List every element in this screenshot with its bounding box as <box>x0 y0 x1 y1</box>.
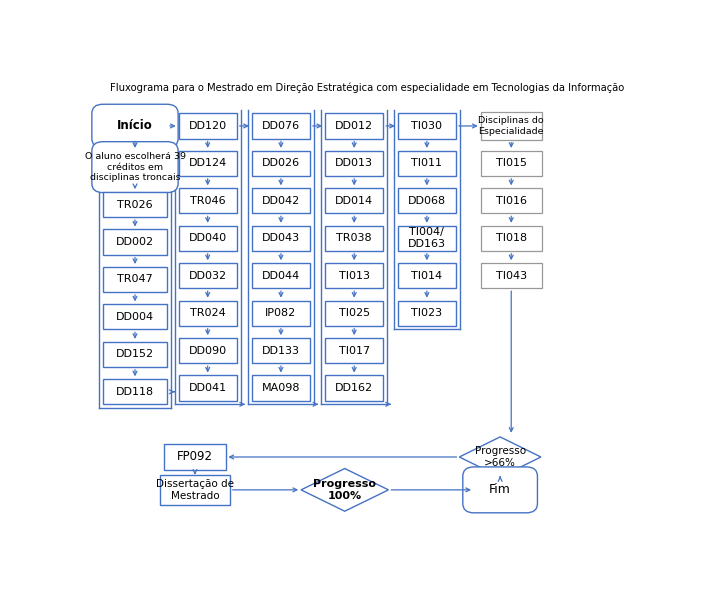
FancyBboxPatch shape <box>165 444 226 470</box>
FancyBboxPatch shape <box>252 226 310 251</box>
Text: TI014: TI014 <box>411 271 442 280</box>
FancyBboxPatch shape <box>160 475 230 505</box>
FancyBboxPatch shape <box>252 189 310 213</box>
Text: Início: Início <box>117 119 153 132</box>
FancyBboxPatch shape <box>325 338 383 363</box>
Text: DD090: DD090 <box>188 346 227 356</box>
Text: DD044: DD044 <box>262 271 300 280</box>
FancyBboxPatch shape <box>398 263 456 288</box>
FancyBboxPatch shape <box>103 267 167 292</box>
Text: DD013: DD013 <box>335 158 373 168</box>
FancyBboxPatch shape <box>325 113 383 139</box>
FancyBboxPatch shape <box>178 301 237 326</box>
Text: Disciplinas do
Especialidade: Disciplinas do Especialidade <box>478 116 544 136</box>
Text: DD124: DD124 <box>188 158 227 168</box>
FancyBboxPatch shape <box>398 113 456 139</box>
FancyBboxPatch shape <box>480 226 542 251</box>
Text: DD012: DD012 <box>335 121 373 131</box>
Text: DD076: DD076 <box>262 121 300 131</box>
FancyBboxPatch shape <box>480 189 542 213</box>
FancyBboxPatch shape <box>398 301 456 326</box>
Text: Fim: Fim <box>489 483 511 496</box>
Text: TI023: TI023 <box>411 308 442 318</box>
Text: Dissertação de
Mestrado: Dissertação de Mestrado <box>156 479 234 500</box>
FancyBboxPatch shape <box>325 263 383 288</box>
Text: IP082: IP082 <box>266 308 296 318</box>
Text: DD162: DD162 <box>335 383 373 393</box>
Polygon shape <box>460 437 541 477</box>
Text: DD026: DD026 <box>262 158 300 168</box>
FancyBboxPatch shape <box>103 342 167 367</box>
FancyBboxPatch shape <box>325 189 383 213</box>
Text: TI017: TI017 <box>339 346 369 356</box>
FancyBboxPatch shape <box>252 301 310 326</box>
Text: Fluxograma para o Mestrado em Direção Estratégica com especialidade em Tecnologi: Fluxograma para o Mestrado em Direção Es… <box>110 82 624 93</box>
FancyBboxPatch shape <box>103 380 167 404</box>
Text: TI025: TI025 <box>339 308 369 318</box>
FancyBboxPatch shape <box>178 338 237 363</box>
Text: DD043: DD043 <box>262 233 300 243</box>
Text: DD133: DD133 <box>262 346 300 356</box>
Text: O aluno escolherá 39
créditos em
disciplinas troncais: O aluno escolherá 39 créditos em discipl… <box>84 152 185 182</box>
FancyBboxPatch shape <box>178 189 237 213</box>
Text: TI043: TI043 <box>495 271 527 280</box>
Text: Progresso
>66%: Progresso >66% <box>475 446 526 468</box>
FancyBboxPatch shape <box>252 113 310 139</box>
FancyBboxPatch shape <box>480 151 542 176</box>
Text: TI030: TI030 <box>412 121 442 131</box>
FancyBboxPatch shape <box>463 467 538 513</box>
FancyBboxPatch shape <box>252 151 310 176</box>
Text: MA098: MA098 <box>261 383 300 393</box>
Text: DD014: DD014 <box>335 196 373 206</box>
Text: TI016: TI016 <box>495 196 527 206</box>
FancyBboxPatch shape <box>92 104 178 148</box>
Text: TI004/
DD163: TI004/ DD163 <box>408 228 446 249</box>
FancyBboxPatch shape <box>178 375 237 401</box>
FancyBboxPatch shape <box>103 229 167 254</box>
FancyBboxPatch shape <box>178 226 237 251</box>
Text: TR026: TR026 <box>117 200 153 209</box>
FancyBboxPatch shape <box>103 192 167 217</box>
Text: DD152: DD152 <box>116 349 154 359</box>
FancyBboxPatch shape <box>398 189 456 213</box>
Polygon shape <box>301 468 389 511</box>
Text: DD004: DD004 <box>116 312 154 322</box>
Text: DD040: DD040 <box>188 233 227 243</box>
FancyBboxPatch shape <box>252 338 310 363</box>
FancyBboxPatch shape <box>325 226 383 251</box>
FancyBboxPatch shape <box>325 301 383 326</box>
FancyBboxPatch shape <box>325 151 383 176</box>
Text: Progresso
100%: Progresso 100% <box>314 479 376 500</box>
FancyBboxPatch shape <box>480 263 542 288</box>
FancyBboxPatch shape <box>398 151 456 176</box>
Text: TI013: TI013 <box>339 271 369 280</box>
Text: DD032: DD032 <box>188 271 227 280</box>
FancyBboxPatch shape <box>178 151 237 176</box>
Text: TR046: TR046 <box>190 196 226 206</box>
FancyBboxPatch shape <box>178 113 237 139</box>
Text: DD002: DD002 <box>116 237 154 247</box>
Text: TR038: TR038 <box>337 233 372 243</box>
Text: DD120: DD120 <box>188 121 227 131</box>
FancyBboxPatch shape <box>103 304 167 330</box>
Text: TR047: TR047 <box>117 275 153 285</box>
Text: DD042: DD042 <box>262 196 300 206</box>
FancyBboxPatch shape <box>252 263 310 288</box>
Text: DD068: DD068 <box>408 196 446 206</box>
FancyBboxPatch shape <box>325 375 383 401</box>
Text: TI015: TI015 <box>495 158 527 168</box>
FancyBboxPatch shape <box>480 112 542 140</box>
FancyBboxPatch shape <box>178 263 237 288</box>
Text: DD118: DD118 <box>116 387 154 397</box>
Text: TI011: TI011 <box>412 158 442 168</box>
Text: DD041: DD041 <box>188 383 227 393</box>
Text: TI018: TI018 <box>495 233 527 243</box>
FancyBboxPatch shape <box>252 375 310 401</box>
FancyBboxPatch shape <box>398 226 456 251</box>
Text: FP092: FP092 <box>177 451 213 464</box>
Text: TR024: TR024 <box>190 308 226 318</box>
FancyBboxPatch shape <box>92 142 178 193</box>
